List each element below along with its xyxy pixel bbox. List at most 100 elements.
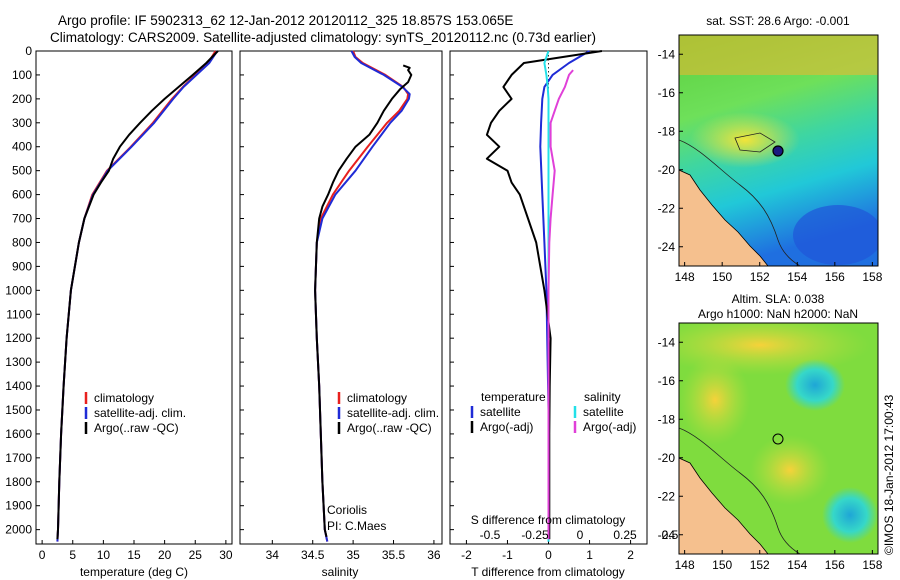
legend-label-climatology: climatology <box>347 391 407 405</box>
land <box>679 169 769 266</box>
x-tick-label: 30 <box>219 548 233 562</box>
x-tick-label: -1 <box>502 548 513 562</box>
y-tick-label: 1600 <box>5 427 32 441</box>
map-y-tick-label: -14 <box>658 47 676 61</box>
s-difference-tick-label: -0.5 <box>480 528 501 542</box>
legend-title-salinity: salinity <box>584 390 621 404</box>
map-x-tick-label: 150 <box>712 558 732 572</box>
s-difference-tick-label: 0.25 <box>613 528 637 542</box>
y-tick-label: 1900 <box>5 499 32 513</box>
y-tick-label: 1200 <box>5 331 32 345</box>
shelf-contour <box>679 427 801 554</box>
legend-label-argo: Argo(..raw -QC) <box>94 421 179 435</box>
legend-title-temperature: temperature <box>481 390 546 404</box>
x-tick-label: 2 <box>627 548 634 562</box>
difference-series-group <box>485 50 603 542</box>
y-tick-label: 200 <box>12 92 32 106</box>
shelf-contour <box>679 139 801 266</box>
x-tick-label: 20 <box>158 548 172 562</box>
map-y-tick-label: -24 <box>658 528 676 542</box>
map-x-tick-label: 152 <box>750 558 770 572</box>
temperature-series-group <box>56 50 219 542</box>
y-tick-label: 1700 <box>5 451 32 465</box>
x-tick-label: 35.5 <box>382 548 406 562</box>
sst-cold-patch <box>793 205 878 265</box>
salinity-xlabel: salinity <box>322 565 359 579</box>
y-tick-label: 300 <box>12 116 32 130</box>
salinity-legend: climatology satellite-adj. clim. Argo(..… <box>337 391 439 435</box>
x-tick-label: 0 <box>39 548 46 562</box>
map-y-tick-label: -18 <box>658 124 676 138</box>
y-tick-label: 100 <box>12 68 32 82</box>
temperature-axes-box <box>35 50 233 545</box>
legend-label-argo-s: Argo(-adj) <box>583 420 636 434</box>
map-y-tick-label: -18 <box>658 412 676 426</box>
y-tick-label: 700 <box>12 212 32 226</box>
map-y-tick-label: -20 <box>658 451 676 465</box>
legend-label-climatology: climatology <box>94 391 154 405</box>
series-line-argo_t <box>485 50 603 540</box>
x-tick-label: 1 <box>586 548 593 562</box>
salinity-series-group <box>314 50 413 542</box>
sst-map-title: sat. SST: 28.6 Argo: -0.001 <box>706 14 850 28</box>
map-y-tick-label: -16 <box>658 374 676 388</box>
sla-low-north <box>785 359 845 411</box>
sla-map-title-line2: Argo h1000: NaN h2000: NaN <box>698 307 858 321</box>
series-line-argo <box>56 50 219 540</box>
annotation-coriolis: Coriolis <box>327 503 367 517</box>
map-x-tick-label: 154 <box>787 270 807 284</box>
y-tick-label: 900 <box>12 259 32 273</box>
x-tick-label: 10 <box>97 548 111 562</box>
x-tick-label: 25 <box>189 548 203 562</box>
sla-map-frame <box>678 322 879 555</box>
map-x-tick-label: 158 <box>862 558 882 572</box>
y-tick-label: 800 <box>12 235 32 249</box>
s-difference-xlabel: S difference from climatology <box>471 513 626 527</box>
difference-legend: temperature salinity satellite Argo(-adj… <box>470 390 636 434</box>
map-y-tick-label: -16 <box>658 86 676 100</box>
header-line1: Argo profile: IF 5902313_62 12-Jan-2012 … <box>58 13 513 28</box>
sla-high-west <box>680 355 750 445</box>
x-tick-label: 15 <box>127 548 141 562</box>
legend-label-argo: Argo(..raw -QC) <box>347 421 432 435</box>
sla-map: Altim. SLA: 0.038 Argo h1000: NaN h2000:… <box>658 292 883 572</box>
x-tick-label: 36 <box>427 548 441 562</box>
series-line-argo_s <box>547 69 574 540</box>
y-tick-label: 400 <box>12 140 32 154</box>
y-tick-label: 500 <box>12 164 32 178</box>
legend-label-argo-t: Argo(-adj) <box>480 420 533 434</box>
header-line2: Climatology: CARS2009. Satellite-adjuste… <box>50 30 596 45</box>
x-tick-label: 35 <box>346 548 360 562</box>
x-tick-label: 0 <box>545 548 552 562</box>
difference-panel: -2 -1 0 1 2 temperature salinity satellite A… <box>449 50 679 579</box>
y-tick-label: 1500 <box>5 403 32 417</box>
map-x-tick-label: 148 <box>675 270 695 284</box>
map-y-tick-label: -14 <box>658 335 676 349</box>
map-y-tick-label: -20 <box>658 163 676 177</box>
y-tick-label: 1800 <box>5 475 32 489</box>
float-position-marker <box>772 145 784 157</box>
sla-low-south <box>822 487 878 543</box>
sst-map-frame <box>678 34 879 267</box>
y-tick-label: 0 <box>25 44 32 58</box>
sla-high-north <box>679 323 870 375</box>
land <box>679 457 769 554</box>
legend-label-satellite: satellite-adj. clim. <box>347 406 439 420</box>
map-x-tick-label: 158 <box>862 270 882 284</box>
series-line-argo <box>314 64 413 538</box>
legend-label-satellite: satellite-adj. clim. <box>94 406 186 420</box>
x-tick-label: 34.5 <box>301 548 325 562</box>
salinity-panel: 34 34.5 35 35.5 36 climatology satellite-adj… <box>239 50 443 579</box>
sst-warm-band <box>679 35 878 75</box>
temperature-panel: 0 5 10 15 20 25 300100200300400500600700800900… <box>5 44 233 579</box>
map-y-tick-label: -24 <box>658 240 676 254</box>
y-tick-label: 1100 <box>6 307 32 321</box>
map-x-tick-label: 156 <box>825 558 845 572</box>
map-x-tick-label: 154 <box>787 558 807 572</box>
sla-map-title-line1: Altim. SLA: 0.038 <box>732 292 825 306</box>
map-x-tick-label: 150 <box>712 270 732 284</box>
t-difference-xlabel: T difference from climatology <box>471 565 625 579</box>
map-y-tick-label: -22 <box>658 201 676 215</box>
y-tick-label: 600 <box>12 188 32 202</box>
